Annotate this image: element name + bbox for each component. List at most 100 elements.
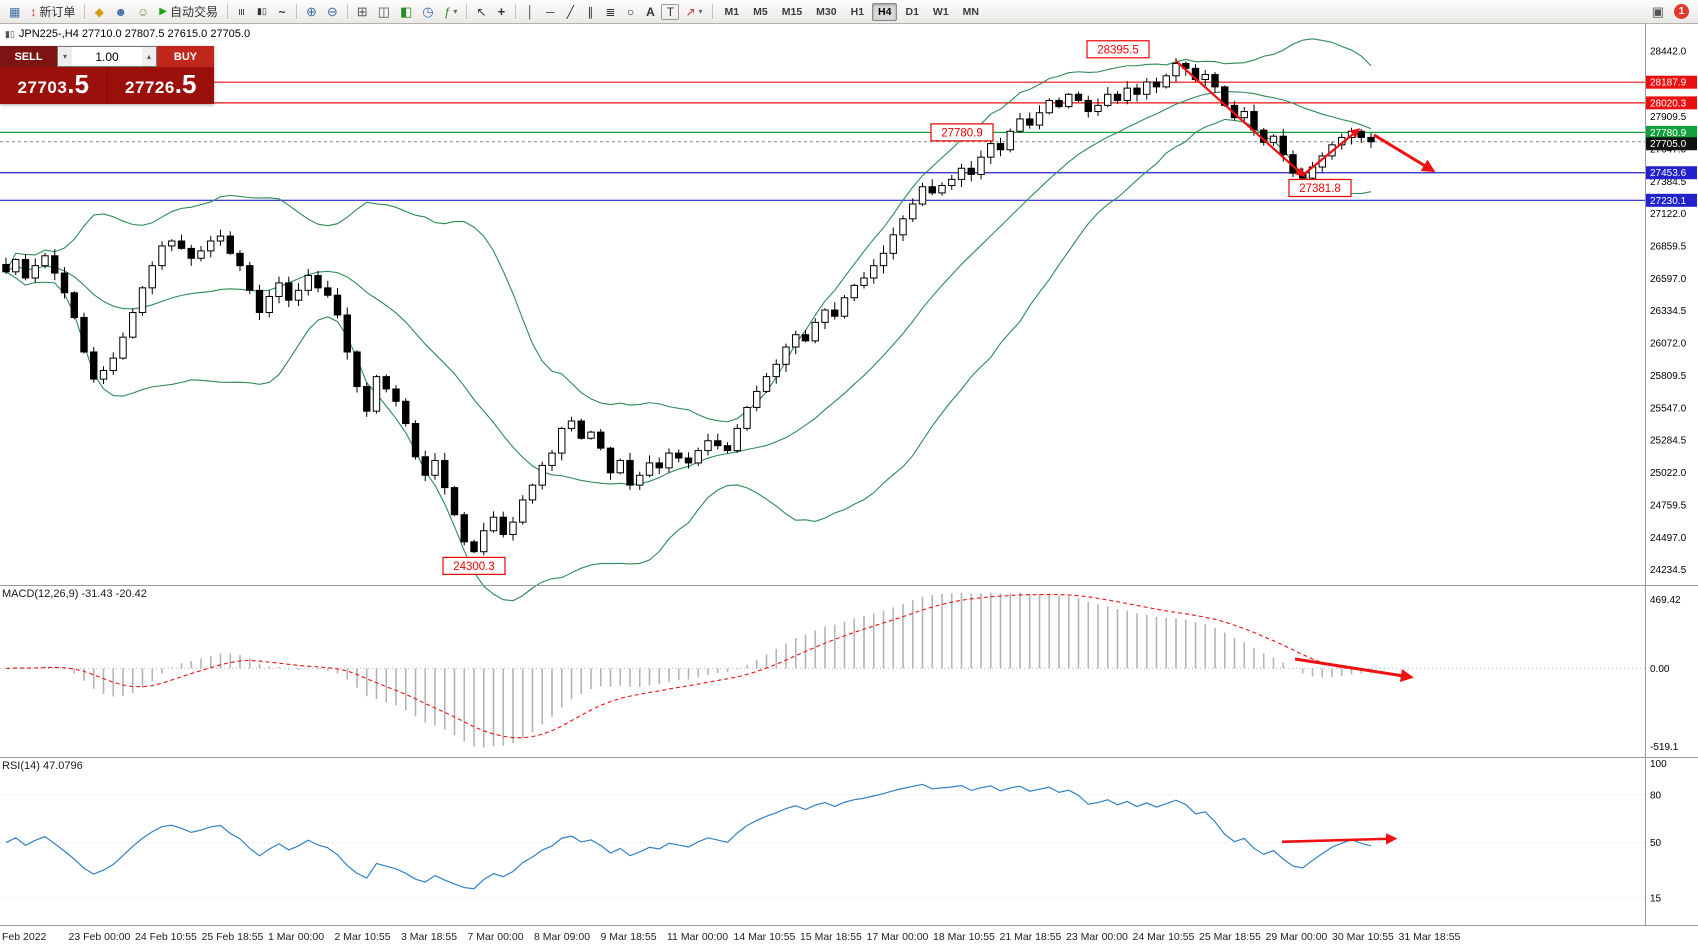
price-annotation-28395.5[interactable]: 28395.5 (1086, 40, 1150, 59)
svg-text:27122.0: 27122.0 (1650, 209, 1687, 220)
auto-trading-button[interactable]: ▶ 自动交易 (155, 2, 222, 22)
svg-text:27780.9: 27780.9 (941, 127, 983, 139)
vertical-line-tool[interactable]: │ (526, 4, 535, 19)
time-label: 21 Mar 18:55 (1000, 931, 1062, 943)
indicators-button[interactable]: ƒ ▾ (440, 2, 462, 22)
time-label: 30 Mar 10:55 (1332, 931, 1394, 943)
arrow-icon: ↗ (685, 4, 696, 19)
channel-tool[interactable]: ∥ (587, 4, 594, 19)
time-label: 8 Mar 09:00 (534, 931, 590, 943)
trendline-tool[interactable]: ╱ (566, 4, 575, 19)
community-button[interactable]: ☺ (137, 4, 150, 19)
svg-text:26597.0: 26597.0 (1650, 274, 1687, 285)
shapes-tool[interactable]: ○ (626, 4, 635, 19)
time-label: 25 Feb 18:55 (202, 931, 264, 943)
candlestick-chart-button[interactable]: ▮▯ (257, 6, 267, 16)
svg-text:25809.5: 25809.5 (1650, 371, 1687, 382)
chevron-down-icon: ▾ (453, 7, 458, 16)
svg-text:27453.6: 27453.6 (1650, 168, 1687, 179)
volume-decrease-button[interactable]: ▾ (58, 47, 72, 66)
arrows-tool[interactable]: ↗ ▾ (681, 2, 706, 22)
main-toolbar: ▦ ↕ 新订单 ◆ ☻ ☺ ▶ 自动交易 ≡ ▮▯ ~ ⊕ ⊖ ⊞ ◫ ◧ ◷ … (0, 0, 1698, 24)
bar-chart-button[interactable]: ≡ (233, 2, 251, 22)
time-label: 9 Mar 18:55 (601, 931, 657, 943)
sell-price-frac: .5 (67, 69, 89, 99)
timeframe-D1[interactable]: D1 (905, 5, 919, 18)
rsi-arrow[interactable] (1281, 833, 1398, 845)
time-label: 23 Feb 00:00 (69, 931, 131, 943)
metaeditor-button[interactable]: ◆ (94, 4, 104, 19)
cursor-button[interactable]: ↖ (476, 4, 487, 19)
timeframe-M1[interactable]: M1 (724, 5, 740, 18)
price-annotation-24300.3[interactable]: 24300.3 (442, 556, 506, 575)
trend-arrow[interactable] (1175, 60, 1306, 177)
svg-text:24497.0: 24497.0 (1650, 533, 1687, 544)
timeframe-MN[interactable]: MN (962, 5, 980, 18)
price-axis-marker: 27780.9 (1646, 125, 1697, 139)
separator (711, 4, 713, 19)
time-label: 15 Mar 18:55 (800, 931, 862, 943)
horizontal-line-tool[interactable]: ─ (546, 4, 555, 19)
svg-text:0.00: 0.00 (1650, 664, 1670, 675)
time-label: 18 Mar 10:55 (933, 931, 995, 943)
trend-arrow[interactable] (1302, 128, 1361, 176)
macd-histogram (14, 592, 1372, 748)
new-chart-button[interactable]: ◧ (400, 3, 413, 19)
volume-increase-button[interactable]: ▴ (142, 47, 156, 66)
timeframe-M5[interactable]: M5 (753, 5, 768, 18)
time-label: 31 Mar 18:55 (1399, 931, 1461, 943)
separator (346, 4, 348, 19)
svg-text:28395.5: 28395.5 (1097, 44, 1139, 56)
volume-box: ▾ 1.00 ▴ (57, 46, 157, 67)
buy-button[interactable]: BUY (157, 46, 214, 67)
zoom-out-button[interactable]: ⊖ (326, 3, 338, 19)
price-axis-marker: 27705.0 (1646, 137, 1697, 151)
price-annotation-27780.9[interactable]: 27780.9 (930, 123, 994, 142)
text-tool[interactable]: A (646, 4, 655, 19)
sell-button[interactable]: SELL (0, 46, 57, 67)
price-divider (106, 67, 108, 104)
accounts-button[interactable]: ☻ (114, 4, 127, 19)
zoom-in-button[interactable]: ⊕ (305, 3, 317, 19)
svg-text:27909.5: 27909.5 (1650, 112, 1687, 123)
separator (84, 4, 86, 19)
svg-text:28442.0: 28442.0 (1650, 46, 1687, 57)
time-label: 29 Mar 00:00 (1266, 931, 1328, 943)
arrange-charts-button[interactable]: ◫ (377, 3, 390, 19)
tile-windows-button[interactable]: ⊞ (356, 3, 368, 19)
timeframe-M15[interactable]: M15 (781, 5, 803, 18)
timeframe-H1[interactable]: H1 (850, 5, 865, 18)
trend-arrow[interactable] (1373, 133, 1436, 173)
time-label: 24 Mar 10:55 (1133, 931, 1195, 943)
candlestick-series (2, 58, 1375, 556)
time-label: 11 Mar 00:00 (667, 931, 728, 943)
price-axis-marker: 27453.6 (1646, 166, 1697, 180)
volume-input[interactable]: 1.00 (95, 49, 119, 64)
timeframe-W1[interactable]: W1 (932, 5, 949, 18)
notification-badge[interactable]: 1 (1674, 4, 1689, 19)
fibonacci-tool[interactable]: ≣ (605, 4, 616, 19)
monitor-icon[interactable]: ▣ (1651, 3, 1664, 19)
timeframe-M30[interactable]: M30 (816, 5, 837, 18)
crosshair-button[interactable]: + (497, 4, 506, 19)
text-label-tool[interactable]: T (661, 3, 680, 20)
price-annotation-27381.8[interactable]: 27381.8 (1288, 178, 1352, 198)
sell-price[interactable]: 27703.5 (0, 67, 107, 104)
buy-price-frac: .5 (174, 69, 197, 99)
line-chart-button[interactable]: ~ (278, 4, 286, 19)
clock-icon[interactable]: ◷ (422, 3, 434, 19)
svg-text:27230.1: 27230.1 (1650, 196, 1687, 207)
new-order-button[interactable]: ↕ 新订单 (26, 2, 79, 22)
symbol-icon: ▮▯ (5, 28, 15, 39)
macd-signal-line (5, 593, 1372, 739)
macd-arrow[interactable] (1294, 657, 1414, 683)
buy-price[interactable]: 27726.5 (108, 67, 215, 104)
svg-text:15: 15 (1650, 894, 1662, 905)
horizontal-lines (0, 81, 1645, 201)
timeframe-H4[interactable]: H4 (872, 2, 898, 21)
svg-text:27780.9: 27780.9 (1650, 128, 1687, 139)
time-label: Feb 2022 (2, 931, 47, 943)
time-axis: Feb 2022 23 Feb 00:00 24 Feb 10:55 25 Feb 1… (2, 931, 1461, 943)
bar-chart-icon: ≡ (234, 7, 249, 16)
